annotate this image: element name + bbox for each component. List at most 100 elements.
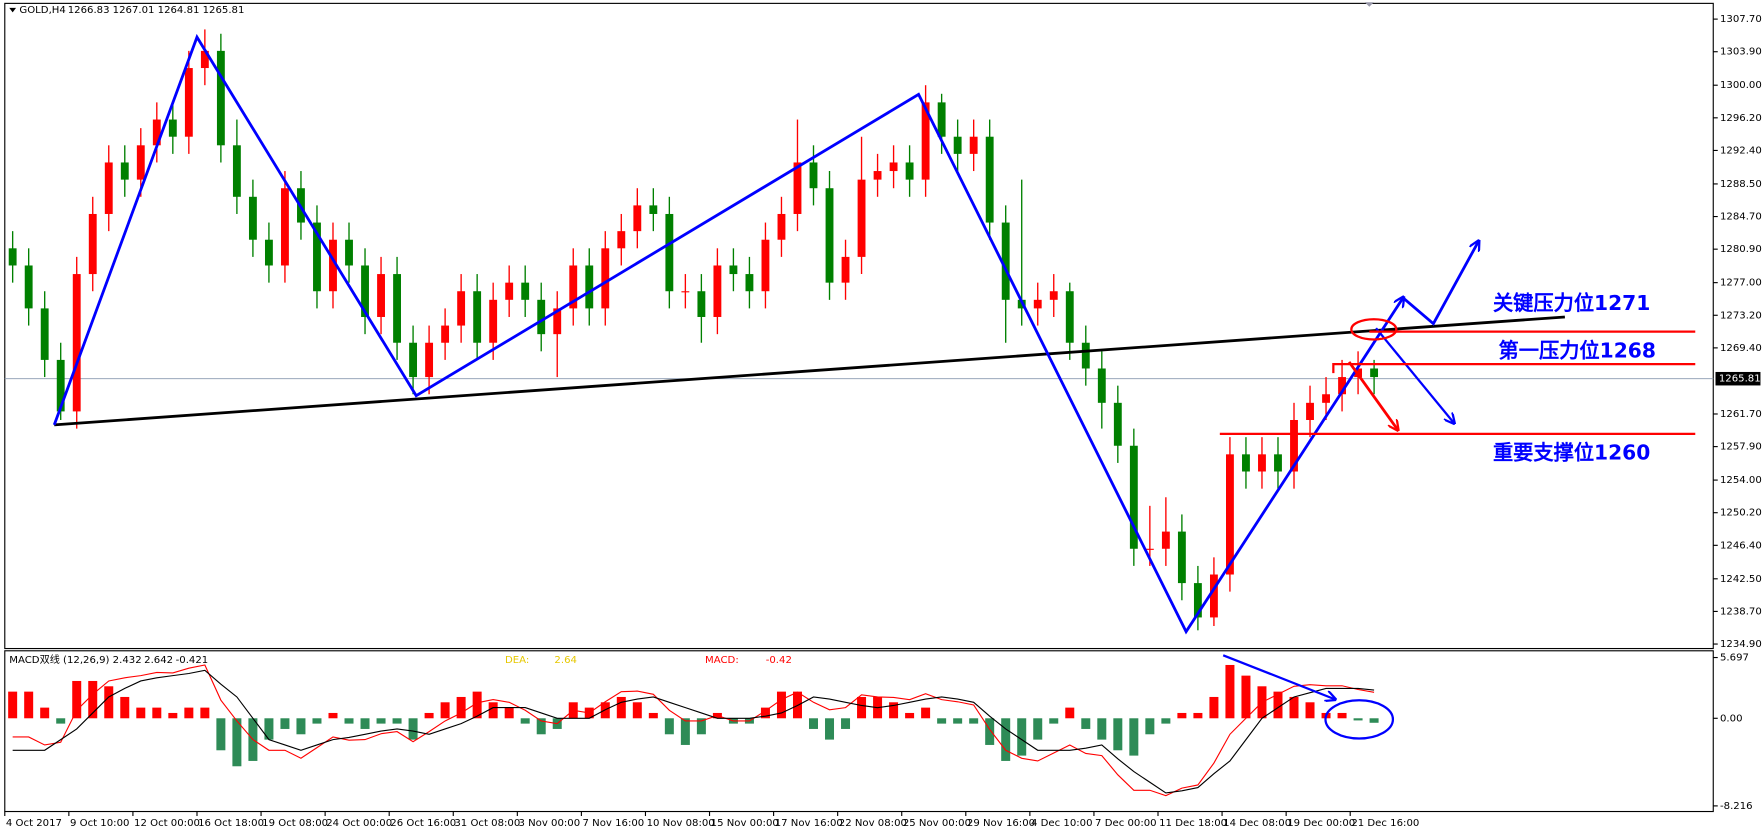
histogram-bar bbox=[200, 707, 210, 719]
ohlc-value: 1267.01 bbox=[113, 5, 155, 16]
histogram-bar bbox=[280, 718, 290, 729]
histogram-bar bbox=[408, 718, 418, 740]
histogram-bar bbox=[72, 680, 82, 719]
histogram-bar bbox=[88, 680, 98, 719]
histogram-bar bbox=[296, 718, 306, 735]
histogram-bar bbox=[152, 707, 162, 719]
histogram-bar bbox=[328, 712, 338, 719]
histogram-bar bbox=[264, 718, 274, 740]
candle-body bbox=[1177, 531, 1186, 584]
candle-body bbox=[393, 274, 401, 343]
candle-body bbox=[1258, 454, 1266, 472]
histogram-bar bbox=[440, 702, 450, 719]
histogram-bar bbox=[1161, 718, 1171, 724]
candle-body bbox=[473, 291, 482, 343]
histogram-bar bbox=[1193, 712, 1203, 719]
candle-body bbox=[1226, 454, 1234, 575]
down-arrow bbox=[1375, 327, 1454, 422]
candle-body bbox=[585, 265, 594, 309]
histogram-bar bbox=[504, 707, 514, 719]
candle-body bbox=[72, 274, 81, 412]
y-tick-label: 1280.90 bbox=[1720, 244, 1762, 255]
histogram-bar bbox=[905, 712, 915, 719]
ohlc-value: 1265.81 bbox=[203, 5, 245, 16]
x-tick-label: 17 Nov 16:00 bbox=[775, 818, 843, 829]
y-tick-label: 1246.40 bbox=[1720, 540, 1762, 551]
candle-body bbox=[665, 213, 674, 292]
histogram-bar bbox=[1097, 718, 1107, 740]
candle-body bbox=[1290, 419, 1298, 472]
ohlc-value: 1264.81 bbox=[158, 5, 200, 16]
x-tick-label: 4 Oct 2017 bbox=[6, 818, 62, 829]
histogram-bar bbox=[40, 707, 50, 719]
candle-body bbox=[633, 205, 642, 232]
y-tick-label: 1303.90 bbox=[1720, 47, 1762, 58]
candle-body bbox=[168, 119, 177, 137]
histogram-bar bbox=[1081, 718, 1091, 729]
candle-body bbox=[729, 265, 738, 275]
resistance-line bbox=[1332, 363, 1696, 374]
macd-header-value: 2.432 bbox=[113, 655, 142, 666]
histogram-bar bbox=[392, 718, 402, 724]
current-price-label: 1265.81 bbox=[1719, 374, 1761, 385]
macd-label: MACD: bbox=[705, 655, 739, 666]
x-tick-label: 19 Dec 00:00 bbox=[1287, 818, 1355, 829]
candle-body bbox=[152, 119, 161, 146]
y-tick-label: 1242.50 bbox=[1720, 574, 1762, 585]
macd-title: MACD双线 (12,26,9) bbox=[9, 653, 109, 666]
candle-body bbox=[681, 291, 690, 293]
macd-ellipse bbox=[1324, 699, 1395, 740]
plot-layer bbox=[4, 29, 1714, 797]
histogram-bar bbox=[1049, 718, 1059, 724]
highlight-ellipse bbox=[1350, 318, 1398, 341]
candle-body bbox=[313, 222, 321, 292]
dea-label: DEA: bbox=[505, 655, 529, 666]
candle-body bbox=[361, 265, 369, 317]
annotation: 第一压力位1268 bbox=[1499, 338, 1656, 362]
candle-body bbox=[40, 308, 49, 360]
trend-line bbox=[54, 315, 1565, 427]
candle-body bbox=[1322, 394, 1330, 403]
candle-body bbox=[793, 162, 802, 214]
histogram-bar bbox=[520, 718, 530, 724]
candle-body bbox=[1338, 377, 1346, 395]
shift-glyph bbox=[1364, 2, 1374, 7]
candle-body bbox=[617, 231, 626, 249]
red-arrow bbox=[1347, 361, 1397, 429]
histogram-bar bbox=[232, 718, 242, 767]
histogram-bar bbox=[632, 702, 642, 719]
macd-value: -0.42 bbox=[766, 655, 792, 666]
candle-body bbox=[809, 162, 818, 189]
candle-body bbox=[216, 50, 225, 146]
histogram-bar bbox=[953, 718, 963, 724]
histogram-bar bbox=[1065, 707, 1075, 719]
x-tick-label: 15 Nov 00:00 bbox=[711, 818, 779, 829]
histogram-bar bbox=[456, 696, 466, 719]
x-tick-label: 26 Oct 16:00 bbox=[390, 818, 456, 829]
x-tick-label: 16 Oct 18:00 bbox=[198, 818, 264, 829]
candle-body bbox=[1065, 291, 1074, 343]
x-tick-label: 7 Nov 16:00 bbox=[583, 818, 645, 829]
macd-frame bbox=[4, 650, 1714, 813]
candle-body bbox=[120, 162, 129, 180]
x-tick-label: 19 Oct 08:00 bbox=[262, 818, 328, 829]
candle-body bbox=[921, 102, 930, 180]
histogram-bar bbox=[376, 718, 386, 724]
histogram-bar bbox=[1113, 718, 1123, 751]
histogram-bar bbox=[1369, 718, 1379, 723]
histogram-bar bbox=[1177, 712, 1187, 719]
candle-body bbox=[569, 265, 578, 309]
x-tick-label: 4 Dec 10:00 bbox=[1031, 818, 1093, 829]
annotation: 重要支撑位1260 bbox=[1493, 441, 1650, 465]
histogram-bar bbox=[472, 691, 482, 719]
candle-body bbox=[1161, 531, 1170, 549]
macd-header-value: -0.421 bbox=[176, 655, 209, 666]
dea-value: 2.64 bbox=[554, 655, 577, 666]
candle-body bbox=[248, 196, 257, 240]
histogram-bar bbox=[776, 691, 786, 719]
histogram-bar bbox=[760, 707, 770, 719]
histogram-bar bbox=[889, 702, 899, 719]
histogram-bar bbox=[536, 718, 546, 735]
candle-body bbox=[601, 248, 610, 309]
y-tick-label: 1307.70 bbox=[1720, 14, 1762, 25]
